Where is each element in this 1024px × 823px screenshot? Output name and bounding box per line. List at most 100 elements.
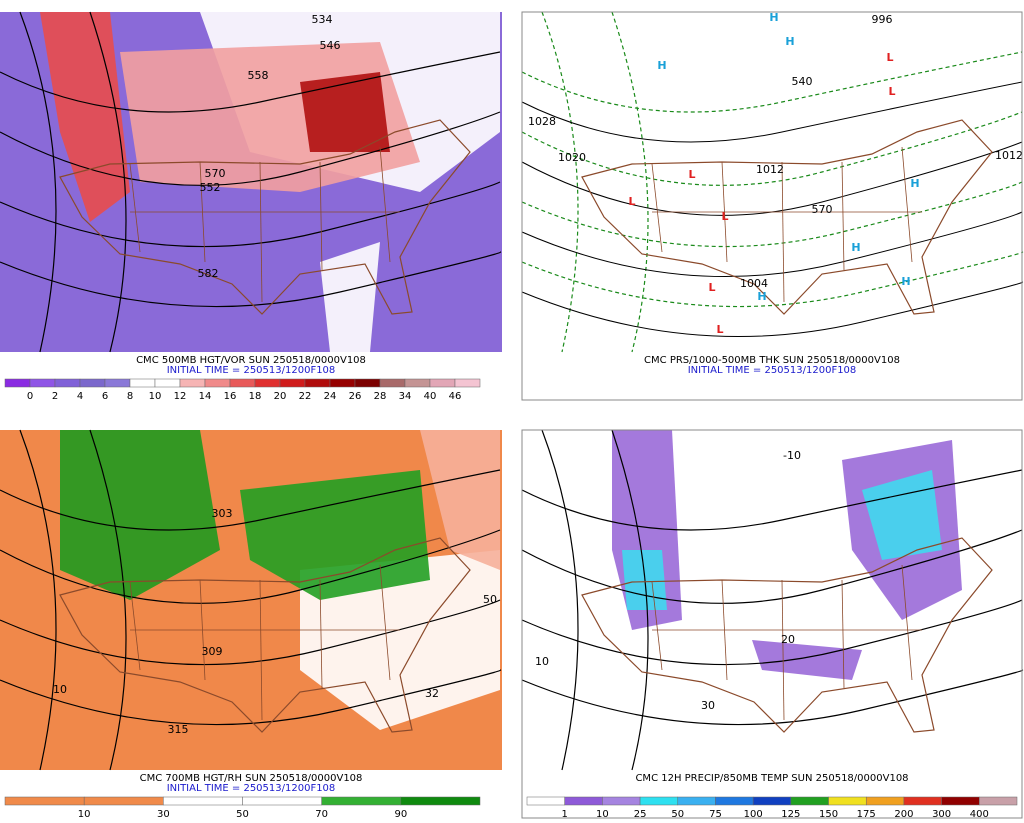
colorbar-label: 150 xyxy=(819,809,838,819)
colorbar-swatch xyxy=(979,796,1018,806)
colorbar-label: 24 xyxy=(324,391,337,402)
coastline xyxy=(59,119,471,315)
state-border xyxy=(781,161,785,303)
contour xyxy=(0,51,501,113)
panel: 303 309 315 50 10 32 CMC 700MB HGT/RH SUN 2505… xyxy=(0,429,502,820)
contour-label: 50 xyxy=(483,593,497,606)
colorbar-label: 25 xyxy=(634,809,647,819)
colorbar-swatch xyxy=(564,796,603,806)
pressure-center: L xyxy=(721,210,728,223)
colorbar-swatch xyxy=(526,796,565,806)
pressure-center: H xyxy=(769,11,778,24)
shaded-field xyxy=(862,470,942,560)
contour xyxy=(611,11,649,353)
state-border xyxy=(319,579,323,689)
map: 10 20 30 -10 xyxy=(521,429,1024,771)
colorbar-label: 14 xyxy=(199,391,212,402)
isobar xyxy=(521,141,1023,216)
panel-frame xyxy=(521,11,1023,401)
colorbar-label: 28 xyxy=(374,391,387,402)
contour-label: 315 xyxy=(168,723,189,736)
colorbar-swatch xyxy=(903,796,942,806)
contour-label: 1020 xyxy=(558,151,586,164)
colorbar-swatch xyxy=(163,796,243,806)
colorbar-swatch xyxy=(229,378,256,388)
initial-time: INITIAL TIME = 250513/1200F108 xyxy=(167,365,336,376)
shaded-field xyxy=(60,430,220,600)
state-border xyxy=(129,581,141,671)
contour xyxy=(0,111,501,186)
colorbar-swatch xyxy=(329,378,356,388)
colorbar-swatch xyxy=(865,796,905,806)
contour-label: 582 xyxy=(198,267,219,280)
colorbar-swatch xyxy=(941,796,980,806)
panel: 10 20 30 -10 CMC 12H PRECIP/850MB TEMP SUN 2… xyxy=(521,429,1024,820)
colorbar-label: 26 xyxy=(349,391,362,402)
contour-label: 534 xyxy=(312,13,333,26)
shaded-field xyxy=(420,430,500,570)
colorbar-swatch xyxy=(715,796,754,806)
colorbar-swatch xyxy=(639,796,679,806)
contour-label: 32 xyxy=(425,687,439,700)
colorbar-label: 22 xyxy=(299,391,312,402)
colorbar-label: 12 xyxy=(174,391,187,402)
contour xyxy=(0,529,501,604)
state-border xyxy=(781,579,785,721)
colorbar-swatch xyxy=(790,796,829,806)
colorbar-swatch xyxy=(179,378,206,388)
isobar xyxy=(521,81,1023,143)
colorbar-swatch xyxy=(429,378,456,388)
shaded-field xyxy=(320,242,380,352)
colorbar-swatch xyxy=(79,378,106,388)
colorbar-label: 200 xyxy=(894,809,913,819)
contour xyxy=(19,429,57,771)
colorbar-label: 10 xyxy=(596,809,609,819)
contour-label: 546 xyxy=(320,39,341,52)
contour xyxy=(0,469,501,531)
pressure-center: H xyxy=(757,290,766,303)
colorbar-label: 75 xyxy=(709,809,722,819)
contour-label: 552 xyxy=(200,181,221,194)
state-border xyxy=(129,163,141,253)
colorbar-swatch xyxy=(29,378,56,388)
panel-title: CMC 12H PRECIP/850MB TEMP SUN 250518/000… xyxy=(635,773,908,784)
colorbar-swatch xyxy=(279,378,306,388)
contour xyxy=(521,251,1024,308)
colorbar-label: 4 xyxy=(77,391,83,402)
map: 303 309 315 50 10 32 xyxy=(0,429,502,771)
contour xyxy=(521,111,1023,186)
panel-frame xyxy=(521,429,1023,819)
colorbar-swatch xyxy=(752,796,792,806)
colorbar-label: 34 xyxy=(399,391,412,402)
colorbar-swatch xyxy=(602,796,641,806)
state-border xyxy=(841,161,845,271)
contour xyxy=(611,429,649,771)
colorbar-label: 18 xyxy=(249,391,262,402)
colorbar-label: 70 xyxy=(315,809,328,819)
pressure-center: L xyxy=(886,51,893,64)
contour-label: 1012 xyxy=(756,163,784,176)
colorbar-label: 46 xyxy=(449,391,462,402)
colorbar-label: 175 xyxy=(857,809,876,819)
pressure-center: H xyxy=(910,177,919,190)
contour-label: 1028 xyxy=(528,115,556,128)
state-border xyxy=(841,579,845,689)
pressure-center: H xyxy=(657,59,666,72)
colorbar-swatch xyxy=(104,378,131,388)
panel: HHHHHHHLLLLLLL10281020100410129961012540… xyxy=(521,11,1024,401)
state-border xyxy=(651,581,663,671)
colorbar-label: 6 xyxy=(102,391,108,402)
contour xyxy=(521,599,1023,666)
colorbar-swatch xyxy=(204,378,231,388)
colorbar-swatch xyxy=(321,796,402,806)
coastline xyxy=(581,119,993,315)
contour xyxy=(541,429,579,771)
colorbar-swatch xyxy=(400,796,481,806)
initial-time: INITIAL TIME = 250513/1200F108 xyxy=(167,783,336,794)
map: HHHHHHHLLLLLLL10281020100410129961012540… xyxy=(521,11,1024,353)
panel-title: CMC 500MB HGT/VOR SUN 250518/0000V108 xyxy=(136,355,366,366)
state-border xyxy=(379,564,391,681)
colorbar-label: 1 xyxy=(562,809,568,819)
colorbar-label: 400 xyxy=(970,809,989,819)
pressure-center: L xyxy=(716,323,723,336)
